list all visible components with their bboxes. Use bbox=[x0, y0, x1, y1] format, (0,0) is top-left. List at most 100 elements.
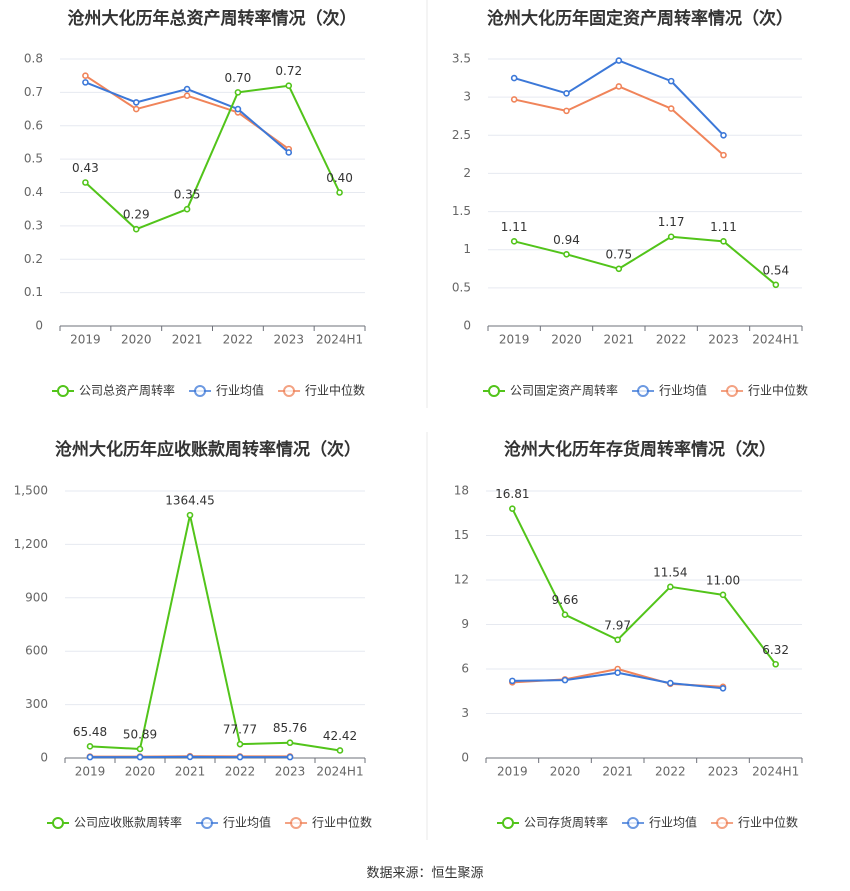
data-point bbox=[183, 85, 191, 93]
y-tick-label: 900 bbox=[25, 590, 48, 604]
data-point bbox=[719, 591, 727, 599]
legend-item-2: 行业均值 bbox=[632, 383, 707, 398]
data-label: 9.66 bbox=[552, 593, 579, 607]
x-tick-label: 2023 bbox=[708, 333, 739, 347]
y-tick-label: 0.7 bbox=[24, 85, 43, 99]
chart-panel-3: 沧州大化历年应收账款周转率情况（次） 0 300 600 900 1,200 1,500 20… bbox=[14, 439, 372, 830]
data-label: 50.89 bbox=[123, 727, 157, 741]
data-point bbox=[132, 99, 140, 106]
x-tick-label: 2021 bbox=[602, 765, 633, 779]
data-point bbox=[183, 205, 191, 213]
data-label: 0.43 bbox=[72, 161, 99, 175]
y-tick-label: 300 bbox=[25, 697, 48, 711]
data-point bbox=[236, 740, 244, 748]
chart-panel-2: 沧州大化历年固定资产周转率情况（次） 0 0.5 1 1.5 2 2.5 3 3.5 2019 20… bbox=[452, 8, 808, 398]
y-tick-label: 2.5 bbox=[452, 128, 471, 142]
legend-label: 行业均值 bbox=[223, 815, 271, 830]
data-point bbox=[186, 511, 194, 519]
legend-swatch-marker bbox=[488, 385, 500, 397]
chart-panel-4: 沧州大化历年存货周转率情况（次） 0 3 6 9 12 15 18 2019 2020 2021 20… bbox=[454, 439, 803, 830]
y-tick-label: 0.5 bbox=[24, 152, 43, 166]
legend-label: 公司总资产周转率 bbox=[79, 383, 175, 398]
series-line-1 bbox=[513, 235, 777, 286]
data-label: 0.70 bbox=[225, 71, 252, 85]
x-tick-label: 2019 bbox=[75, 765, 106, 779]
data-point bbox=[286, 753, 294, 761]
data-point bbox=[615, 265, 623, 273]
data-label: 0.40 bbox=[326, 171, 353, 185]
data-point bbox=[614, 669, 621, 677]
data-point bbox=[510, 74, 518, 82]
data-point bbox=[509, 677, 516, 685]
y-tick-label: 0 bbox=[463, 319, 471, 333]
data-point bbox=[720, 131, 727, 139]
data-label: 0.94 bbox=[553, 233, 580, 247]
legend-label: 行业均值 bbox=[649, 815, 697, 830]
data-point bbox=[510, 238, 518, 245]
legend-swatch-marker bbox=[52, 817, 64, 829]
data-point bbox=[667, 77, 675, 85]
legend-swatch-marker bbox=[726, 385, 739, 397]
data-point bbox=[336, 747, 344, 754]
legend: 公司固定资产周转率 行业均值 行业中位数 bbox=[483, 383, 808, 398]
data-point bbox=[286, 739, 294, 747]
x-tick-label: 2023 bbox=[275, 765, 306, 779]
legend-label: 行业中位数 bbox=[738, 815, 798, 830]
x-tick-label: 2023 bbox=[273, 333, 304, 347]
y-tick-label: 0.6 bbox=[24, 118, 43, 132]
y-tick-label: 1 bbox=[463, 242, 471, 256]
data-point bbox=[667, 233, 675, 241]
x-tick-label: 2022 bbox=[656, 333, 687, 347]
y-tick-label: 600 bbox=[25, 644, 48, 658]
x-tick-label: 2022 bbox=[223, 333, 254, 347]
data-point bbox=[82, 79, 89, 86]
legend-item-2: 行业均值 bbox=[622, 815, 697, 830]
data-point bbox=[667, 679, 674, 687]
legend-item-2: 行业均值 bbox=[189, 383, 264, 398]
y-tick-label: 0.4 bbox=[24, 185, 43, 199]
y-tick-label: 0.3 bbox=[24, 218, 43, 232]
data-point bbox=[667, 105, 675, 112]
data-label: 42.42 bbox=[323, 729, 357, 743]
x-tick-label: 2022 bbox=[655, 765, 686, 779]
legend-item-3: 行业中位数 bbox=[285, 815, 372, 830]
y-tick-label: 15 bbox=[454, 528, 469, 542]
data-label: 16.81 bbox=[495, 487, 529, 501]
chart-panel-1: 沧州大化历年总资产周转率情况（次）00.10.20.30.40.50.60.70… bbox=[24, 8, 366, 398]
y-tick-label: 0.2 bbox=[24, 252, 43, 266]
legend-swatch-marker bbox=[201, 817, 214, 829]
y-tick-label: 1.5 bbox=[452, 204, 471, 218]
legend-item-3: 行业中位数 bbox=[721, 383, 808, 398]
data-label: 1364.45 bbox=[165, 494, 215, 508]
series-line-1 bbox=[511, 508, 777, 665]
data-point bbox=[615, 83, 623, 90]
x-tick-label: 2021 bbox=[175, 765, 206, 779]
legend-swatch-marker bbox=[57, 385, 69, 397]
x-tick-label: 2021 bbox=[604, 333, 635, 347]
data-point bbox=[720, 238, 727, 245]
legend-swatch-marker bbox=[283, 385, 296, 397]
data-label: 6.32 bbox=[762, 643, 789, 657]
y-tick-label: 3 bbox=[463, 90, 471, 104]
x-tick-label: 2019 bbox=[70, 333, 101, 347]
data-point bbox=[234, 89, 242, 96]
y-tick-label: 12 bbox=[454, 573, 469, 587]
data-label: 77.77 bbox=[223, 723, 257, 737]
legend: 公司总资产周转率 行业均值 行业中位数 bbox=[52, 383, 365, 398]
x-tick-label: 2020 bbox=[125, 765, 156, 779]
legend-swatch-marker bbox=[194, 385, 207, 397]
chart-title: 沧州大化历年总资产周转率情况（次） bbox=[68, 8, 357, 29]
legend: 公司应收账款周转率 行业均值 行业中位数 bbox=[47, 815, 372, 830]
chart-title: 沧州大化历年存货周转率情况（次） bbox=[504, 439, 776, 460]
y-tick-label: 6 bbox=[461, 662, 469, 676]
legend-swatch-marker bbox=[716, 817, 729, 829]
data-point bbox=[719, 684, 727, 692]
data-point bbox=[86, 743, 94, 750]
x-tick-label: 2020 bbox=[551, 333, 582, 347]
x-tick-label: 2021 bbox=[172, 333, 203, 347]
legend: 公司存货周转率 行业均值 行业中位数 bbox=[497, 815, 798, 830]
y-tick-label: 1,200 bbox=[14, 537, 48, 551]
x-tick-label: 2023 bbox=[708, 765, 739, 779]
data-point bbox=[563, 90, 570, 97]
